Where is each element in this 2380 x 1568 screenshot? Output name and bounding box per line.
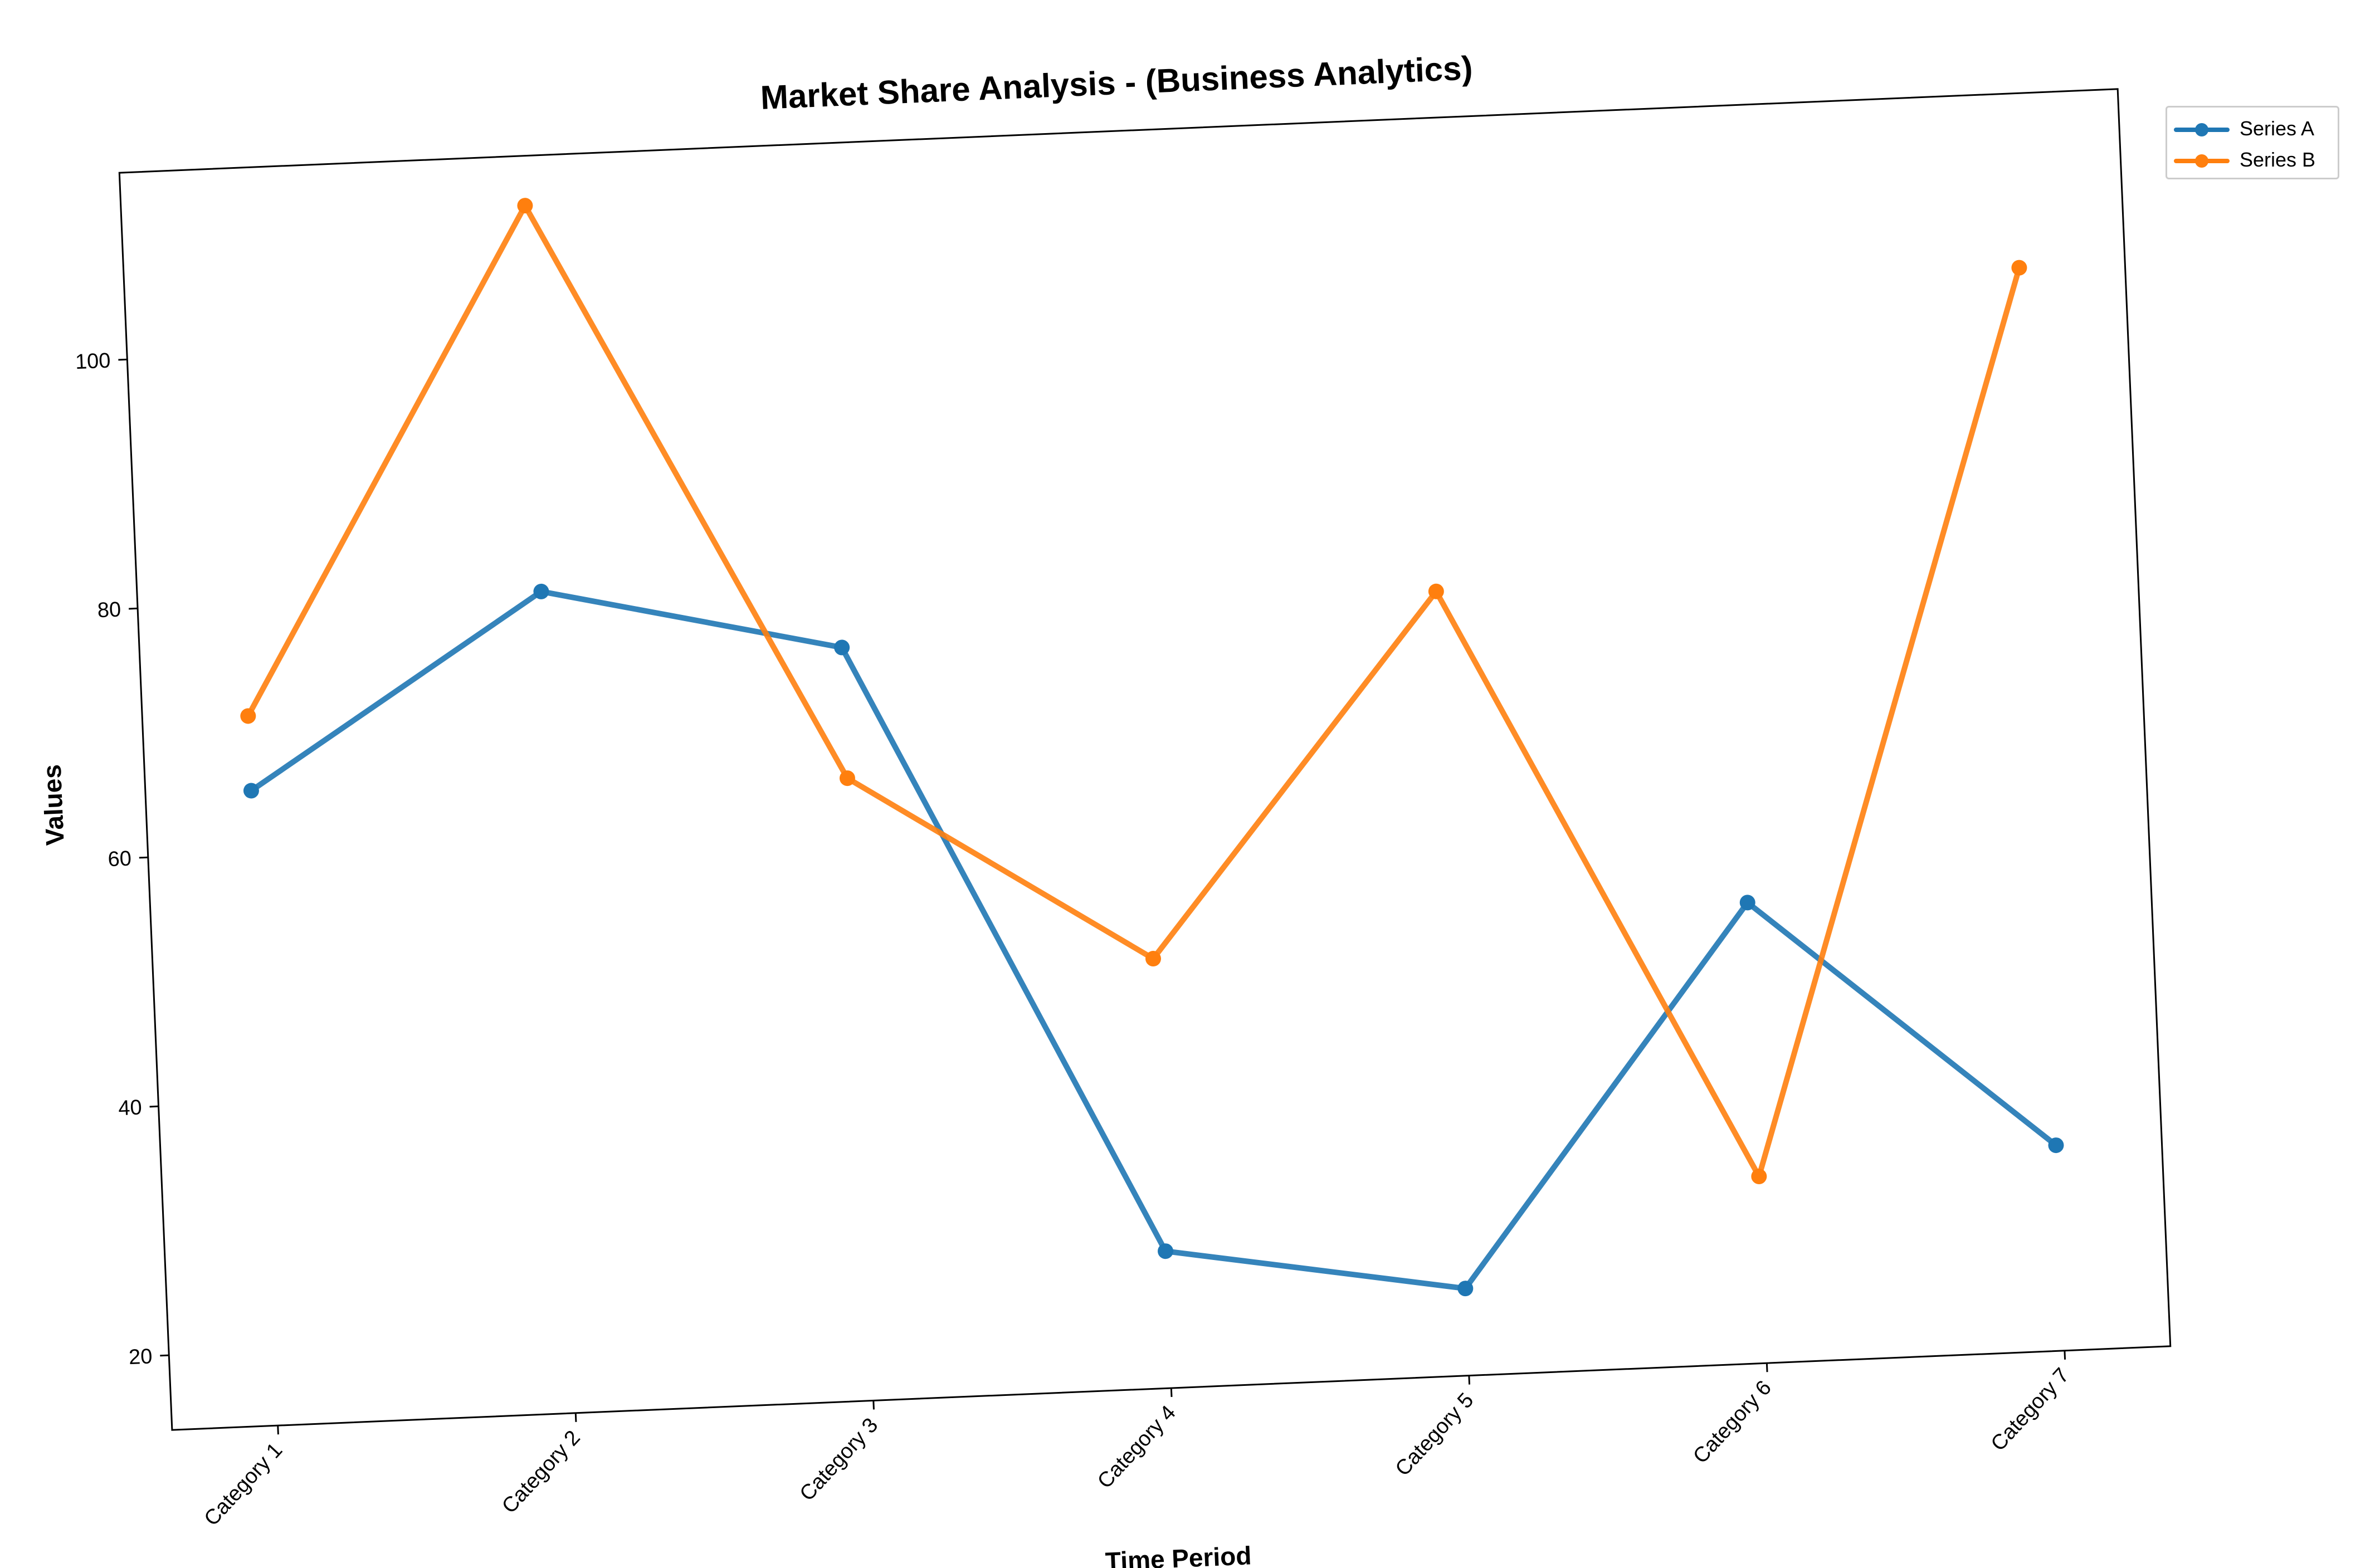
y-tick-label-80: 80	[97, 598, 121, 623]
series-series-b	[240, 198, 2027, 1185]
y-tick-label-40: 40	[118, 1096, 142, 1120]
x-tick-label-1: Category 1	[200, 1439, 287, 1531]
data-point-series-a-2	[533, 583, 549, 599]
x-tick-1	[277, 1425, 279, 1435]
x-tick-label-6: Category 6	[1689, 1376, 1776, 1468]
data-point-series-a-6	[1739, 895, 1755, 911]
data-point-series-a-1	[243, 783, 259, 799]
legend: Series A Series B	[2166, 106, 2339, 179]
y-tick-20	[160, 1354, 169, 1357]
y-tick-100	[118, 358, 128, 361]
data-point-series-a-3	[834, 639, 850, 656]
series-line-series-b	[245, 203, 2022, 1180]
legend-item-series-b: Series B	[2174, 146, 2315, 173]
x-axis: Category 1 Category 2 Category 3 Category 4…	[200, 1350, 2074, 1531]
y-axis-label: Values	[37, 764, 70, 846]
data-point-series-b-6	[1751, 1169, 1767, 1185]
y-tick-label-60: 60	[108, 847, 132, 872]
data-point-series-b-5	[1428, 583, 1444, 599]
y-tick-80	[129, 607, 138, 610]
data-point-series-a-5	[1457, 1281, 1474, 1297]
x-axis-label: Time Period	[1105, 1541, 1252, 1568]
x-tick-label-2: Category 2	[498, 1426, 585, 1518]
data-point-series-b-3	[839, 770, 855, 787]
data-point-series-b-4	[1145, 951, 1162, 967]
series-line-series-a	[248, 588, 2059, 1292]
x-tick-label-3: Category 3	[796, 1414, 883, 1506]
legend-swatch-series-a	[2174, 115, 2230, 142]
plot-area-frame	[118, 88, 2172, 1431]
data-point-series-b-2	[517, 198, 533, 214]
x-tick-label-5: Category 5	[1391, 1389, 1479, 1481]
legend-label-series-a: Series A	[2240, 117, 2315, 140]
y-tick-label-100: 100	[75, 349, 111, 374]
x-tick-label-4: Category 4	[1093, 1401, 1181, 1493]
y-axis: 20 40 60 80 100	[75, 349, 169, 1369]
series-layer	[240, 198, 2064, 1297]
x-tick-label-7: Category 7	[1987, 1364, 2074, 1455]
chart-title: Market Share Analysis - (Business Analyt…	[760, 49, 1474, 116]
series-series-a	[243, 583, 2064, 1297]
data-point-series-b-7	[2011, 260, 2027, 276]
y-tick-label-20: 20	[128, 1345, 153, 1369]
x-tick-5	[1468, 1375, 1471, 1385]
data-point-series-a-7	[2048, 1137, 2064, 1154]
y-tick-40	[149, 1105, 159, 1108]
legend-swatch-series-b	[2174, 146, 2230, 173]
x-tick-4	[1170, 1388, 1173, 1398]
y-tick-60	[139, 856, 148, 859]
data-point-series-a-4	[1158, 1243, 1174, 1259]
legend-label-series-b: Series B	[2240, 148, 2316, 171]
data-point-series-b-1	[240, 708, 256, 724]
legend-item-series-a: Series A	[2174, 115, 2314, 142]
